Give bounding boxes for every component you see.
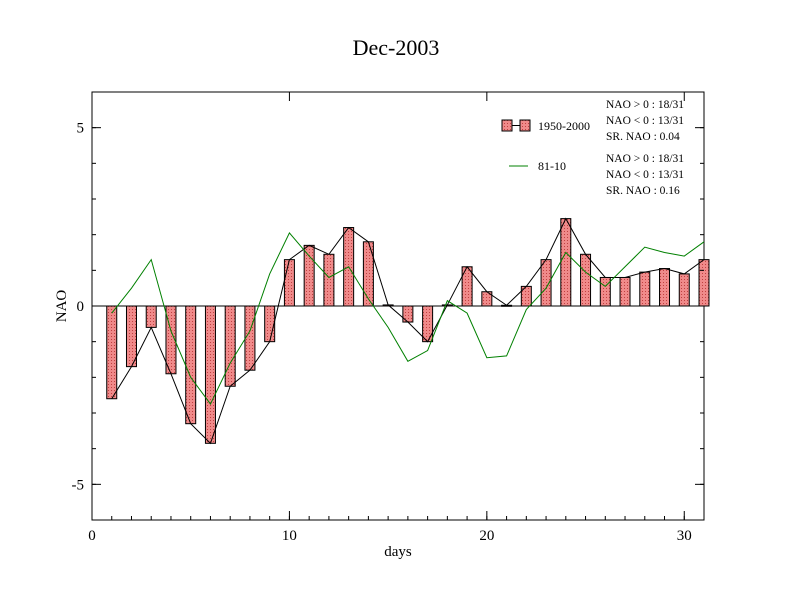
bar-day-17	[422, 305, 434, 343]
bar-day-2	[125, 305, 137, 368]
y-tick-label: -5	[72, 477, 85, 493]
bar-series-1950-2000	[106, 218, 710, 444]
bar-day-28	[639, 271, 651, 307]
legend: 1950-2000 81-10	[501, 119, 590, 173]
x-tick-label: 30	[677, 528, 692, 544]
stat-8110-sr-nao: SR. NAO : 0.16	[606, 185, 680, 197]
x-axis-ticks: 0 10 20 30	[88, 92, 705, 544]
bar-day-1	[106, 305, 118, 400]
y-axis-label: NAO	[54, 290, 70, 323]
bar-day-29	[659, 268, 671, 307]
bar-day-30	[678, 273, 690, 307]
stat-8110-nao-positive: NAO > 0 : 18/31	[606, 153, 684, 165]
legend-label-1950-2000: 1950-2000	[538, 119, 590, 133]
bar-day-6	[204, 305, 216, 444]
x-tick-label: 10	[282, 528, 297, 544]
bar-day-5	[185, 305, 197, 425]
bar-day-9	[264, 305, 276, 343]
chart-title: Dec-2003	[353, 35, 440, 60]
legend-label-81-10: 81-10	[538, 159, 566, 173]
bar-day-25	[580, 253, 592, 307]
x-axis-label: days	[384, 544, 412, 560]
legend-bar-swatch-left	[501, 119, 513, 132]
x-tick-label: 20	[479, 528, 494, 544]
line-1950-2000-trace	[111, 217, 705, 445]
bar-day-27	[619, 276, 631, 307]
bar-day-24	[560, 218, 572, 307]
stats-annotations: NAO > 0 : 18/31 NAO < 0 : 13/31 SR. NAO …	[606, 99, 684, 197]
bar-day-3	[145, 305, 157, 328]
bar-day-31	[698, 259, 710, 307]
bar-day-8	[244, 305, 256, 371]
bar-day-7	[224, 305, 236, 387]
stat-1950-sr-nao: SR. NAO : 0.04	[606, 131, 680, 143]
y-tick-label: 0	[77, 299, 85, 315]
stat-8110-nao-negative: NAO < 0 : 13/31	[606, 169, 684, 181]
bar-day-11	[303, 244, 315, 307]
bar-day-12	[323, 253, 335, 307]
stat-1950-nao-negative: NAO < 0 : 13/31	[606, 115, 684, 127]
x-tick-label: 0	[88, 528, 96, 544]
y-axis-ticks: 5 0 -5	[72, 91, 704, 521]
bar-day-26	[599, 276, 611, 307]
stat-1950-nao-positive: NAO > 0 : 18/31	[606, 99, 684, 111]
line-series-81-10	[111, 231, 705, 406]
y-tick-label: 5	[77, 121, 85, 137]
legend-bar-swatch-right	[519, 119, 531, 132]
bar-day-10	[283, 259, 295, 307]
